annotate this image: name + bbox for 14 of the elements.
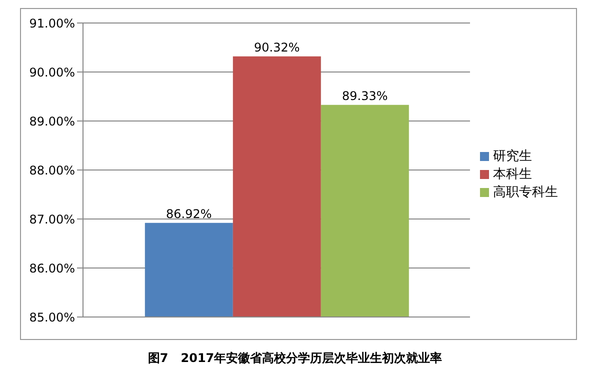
- legend-label: 研究生: [493, 149, 532, 164]
- legend-label: 高职专科生: [493, 185, 558, 200]
- data-label: 86.92%: [166, 206, 212, 221]
- data-label: 90.32%: [254, 40, 300, 54]
- y-tick-label: 86.00%: [29, 261, 75, 276]
- data-label: 89.33%: [342, 88, 388, 103]
- text: 图7 2017年安徽省高校分学历层次毕业生初次就业率: [146, 350, 444, 367]
- y-tick-label: 90.00%: [29, 65, 75, 80]
- y-tick-label: 88.00%: [29, 163, 75, 178]
- legend-label: 本科生: [493, 167, 532, 182]
- y-tick-label: 87.00%: [29, 212, 75, 226]
- y-tick-label: 91.00%: [29, 16, 75, 30]
- y-tick-label: 85.00%: [29, 310, 75, 324]
- y-tick-label: 89.00%: [29, 114, 75, 128]
